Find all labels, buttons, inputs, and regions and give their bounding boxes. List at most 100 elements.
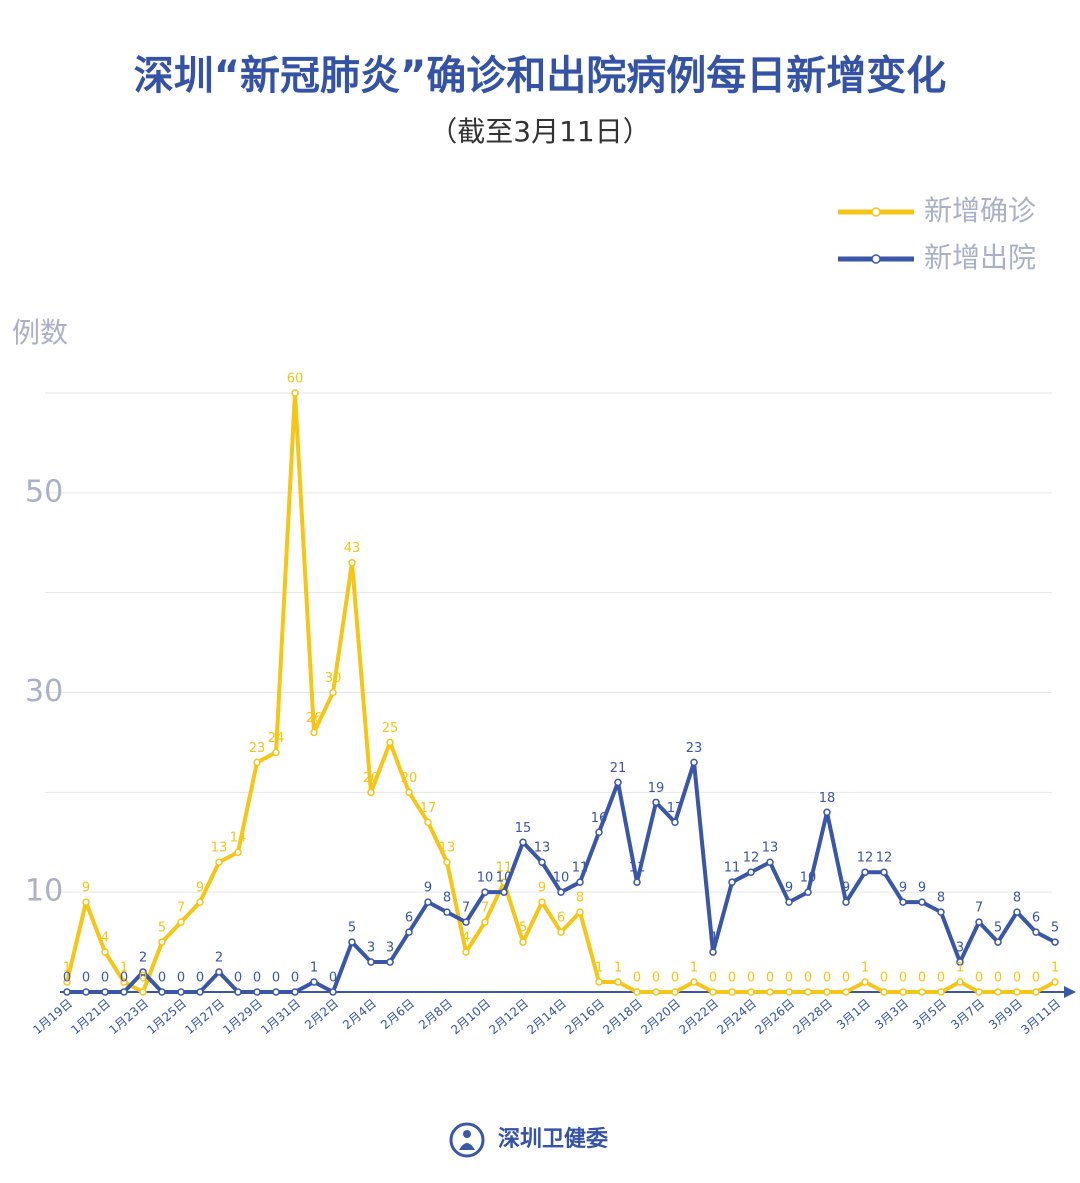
data-label: 9	[918, 881, 926, 896]
data-label: 0	[975, 971, 983, 986]
data-label: 9	[785, 881, 793, 896]
data-label: 0	[899, 971, 907, 986]
source: 深圳卫健委	[498, 1126, 608, 1152]
data-label: 8	[937, 891, 945, 906]
data-label: 0	[101, 971, 109, 986]
data-label: 10	[553, 871, 570, 886]
data-point	[139, 988, 147, 996]
data-label: 0	[937, 971, 945, 986]
data-point	[158, 988, 166, 996]
data-label: 3	[956, 941, 964, 956]
data-label: 0	[880, 971, 888, 986]
x-tick-label: 3月3日	[872, 996, 911, 1032]
data-point	[994, 988, 1002, 996]
data-label: 9	[538, 881, 546, 896]
chart-title: 深圳“新冠肺炎”确诊和出院病例每日新增变化	[134, 53, 947, 99]
y-tick-label: 30	[25, 674, 63, 709]
data-label: 8	[443, 891, 451, 906]
data-point	[329, 988, 337, 996]
data-label: 16	[591, 811, 608, 826]
data-label: 23	[249, 741, 266, 756]
data-point	[804, 988, 812, 996]
data-point	[177, 988, 185, 996]
data-label: 0	[652, 971, 660, 986]
data-label: 9	[842, 881, 850, 896]
data-point	[861, 868, 869, 876]
data-label: 0	[671, 971, 679, 986]
data-point	[880, 988, 888, 996]
data-label: 14	[230, 831, 247, 846]
data-label: 19	[648, 781, 665, 796]
data-point	[899, 988, 907, 996]
data-label: 13	[439, 841, 456, 856]
data-point	[709, 988, 717, 996]
data-label: 5	[348, 921, 356, 936]
data-point	[177, 918, 185, 926]
data-label: 1	[120, 961, 128, 976]
data-point	[1013, 908, 1021, 916]
data-point	[367, 958, 375, 966]
data-point	[861, 978, 869, 986]
data-point	[728, 988, 736, 996]
y-tick-label: 50	[25, 474, 63, 509]
data-label: 1	[595, 961, 603, 976]
data-point	[519, 938, 527, 946]
data-label: 5	[158, 921, 166, 936]
data-point	[291, 988, 299, 996]
data-point	[785, 898, 793, 906]
data-label: 13	[762, 841, 779, 856]
data-label: 9	[196, 881, 204, 896]
data-label: 13	[534, 841, 551, 856]
x-tick-label: 2月20日	[638, 996, 683, 1037]
data-label: 21	[610, 761, 627, 776]
data-label: 6	[405, 911, 413, 926]
data-point	[633, 878, 641, 886]
data-point	[614, 778, 622, 787]
data-point	[1051, 978, 1059, 986]
data-label: 7	[975, 901, 983, 916]
data-point	[310, 728, 318, 737]
data-point	[994, 938, 1002, 946]
data-point	[386, 958, 394, 966]
data-point	[766, 988, 774, 996]
data-point	[253, 988, 261, 996]
data-point	[196, 988, 204, 996]
data-label: 0	[842, 971, 850, 986]
data-label: 20	[363, 771, 380, 786]
data-point	[538, 898, 546, 906]
x-tick-label: 2月16日	[562, 996, 607, 1037]
data-label: 11	[572, 861, 589, 876]
data-point	[101, 948, 109, 956]
data-label: 11	[629, 861, 646, 876]
data-point	[690, 758, 698, 767]
x-tick-label: 1月19日	[30, 996, 75, 1037]
data-point	[633, 988, 641, 996]
data-point	[63, 988, 71, 996]
data-point	[747, 868, 755, 876]
data-label: 1	[310, 961, 318, 976]
x-tick-label: 2月2日	[302, 996, 341, 1032]
data-label: 6	[1032, 911, 1040, 926]
data-point	[481, 888, 489, 896]
data-label: 7	[462, 901, 470, 916]
x-tick-label: 2月14日	[524, 996, 569, 1037]
x-tick-label: 2月18日	[600, 996, 645, 1037]
data-label: 24	[268, 731, 285, 746]
data-label: 0	[120, 971, 128, 986]
data-point	[747, 988, 755, 996]
x-tick-label: 2月6日	[378, 996, 417, 1032]
chart-subtitle: （截至3月11日）	[429, 115, 650, 148]
data-label: 0	[804, 971, 812, 986]
data-point	[690, 978, 698, 986]
data-point	[937, 908, 945, 916]
x-tick-label: 3月7日	[948, 996, 987, 1032]
data-point	[1013, 988, 1021, 996]
x-tick-label: 1月23日	[106, 996, 151, 1037]
data-point	[158, 938, 166, 946]
x-tick-label: 1月27日	[182, 996, 227, 1037]
data-label: 5	[994, 921, 1002, 936]
data-point	[272, 748, 280, 757]
data-label: 12	[857, 851, 874, 866]
data-label: 0	[196, 971, 204, 986]
data-label: 23	[686, 741, 703, 756]
